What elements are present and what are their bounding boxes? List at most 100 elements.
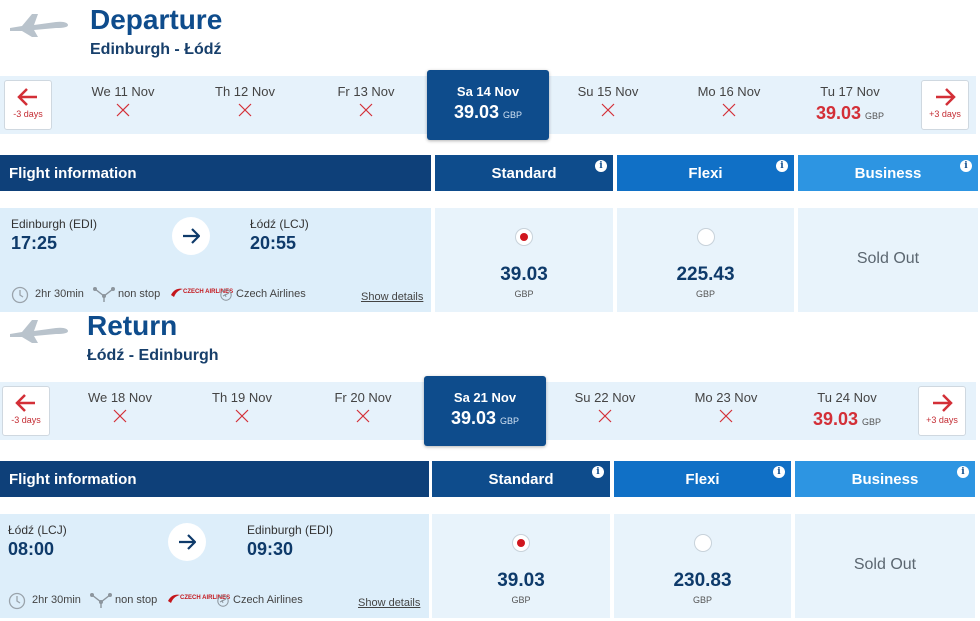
date-option[interactable]: Mo 16 Nov (674, 84, 784, 117)
info-icon[interactable]: i (773, 466, 785, 478)
date-option[interactable]: Fr 20 Nov (308, 390, 418, 423)
flexi-header-label: Flexi (688, 165, 723, 182)
prev-days-label: -3 days (13, 109, 43, 119)
standard-fare-radio[interactable] (512, 534, 530, 552)
standard-fare-cell[interactable]: 39.03 GBP (435, 208, 613, 312)
date-option[interactable]: We 11 Nov (68, 84, 178, 117)
date-currency: GBP (503, 110, 523, 120)
next-days-label: +3 days (929, 109, 961, 119)
business-fare-cell: Sold Out (798, 208, 978, 312)
unavailable-icon (116, 103, 130, 117)
standard-header: Standard i (435, 155, 613, 191)
prev-days-button[interactable]: -3 days (4, 80, 52, 130)
sold-out-label: Sold Out (853, 556, 917, 573)
business-header: Business i (798, 155, 978, 191)
destination-airport: Łódź (LCJ) (250, 217, 309, 231)
business-header-label: Business (851, 471, 919, 488)
fare-price: 39.03 (497, 570, 545, 591)
fare-currency: GBP (514, 289, 534, 299)
business-header: Business i (795, 461, 975, 497)
plane-small-icon (220, 289, 232, 301)
date-option[interactable]: We 18 Nov (65, 390, 175, 423)
date-option[interactable]: Th 19 Nov (187, 390, 297, 423)
info-icon[interactable]: i (592, 466, 604, 478)
standard-fare-radio[interactable] (515, 228, 533, 246)
flexi-header-label: Flexi (685, 471, 720, 488)
date-label: Fr 13 Nov (337, 84, 395, 99)
info-icon[interactable]: i (960, 160, 972, 172)
czech-airlines-logo-icon (168, 594, 180, 603)
arrow-left-icon (17, 88, 37, 106)
show-details-link[interactable]: Show details (361, 291, 424, 303)
section-title: Return (87, 310, 178, 341)
date-option-selected[interactable]: Sa 14 Nov 39.03 GBP (427, 70, 549, 140)
date-option[interactable]: Su 15 Nov (553, 84, 663, 117)
fare-currency: GBP (695, 289, 715, 299)
date-label: Th 12 Nov (215, 84, 275, 99)
date-selector: -3 days We 18 Nov Th 19 Nov Fr 20 Nov Sa… (0, 376, 976, 446)
date-label: Sa 14 Nov (456, 84, 520, 99)
departure-section: Departure Edinburgh - Łódź -3 days We 11… (0, 4, 978, 312)
show-details-link[interactable]: Show details (358, 597, 421, 609)
unavailable-icon (356, 409, 370, 423)
date-option[interactable]: Tu 24 Nov 39.03 GBP (792, 390, 902, 430)
date-label: Su 22 Nov (574, 390, 636, 405)
date-option[interactable]: Mo 23 Nov (671, 390, 781, 423)
date-price: 39.03 (450, 408, 497, 428)
direction-arrow (168, 523, 206, 561)
stops-label: non stop (118, 288, 161, 300)
standard-header: Standard i (432, 461, 610, 497)
date-option-selected[interactable]: Sa 21 Nov 39.03 GBP (424, 376, 546, 446)
date-option[interactable]: Su 22 Nov (550, 390, 660, 423)
date-option[interactable]: Th 12 Nov (190, 84, 300, 117)
flight-info-row: Łódź (LCJ) 08:00 Edinburgh (EDI) 09:30 2… (0, 514, 429, 618)
nonstop-icon (90, 593, 112, 608)
unavailable-icon (359, 103, 373, 117)
date-label: Mo 23 Nov (694, 390, 758, 405)
czech-airlines-logo-icon (171, 288, 183, 297)
return-section: Return Łódź - Edinburgh -3 days We 18 No… (0, 306, 980, 618)
next-days-button[interactable]: +3 days (921, 80, 969, 130)
date-price: 39.03 (453, 102, 500, 122)
fare-price: 225.43 (676, 264, 735, 285)
plane-small-icon (217, 595, 229, 607)
standard-header-label: Standard (491, 165, 557, 182)
unavailable-icon (722, 103, 736, 117)
flexi-fare-cell[interactable]: 225.43 GBP (617, 208, 794, 312)
unavailable-icon (238, 103, 252, 117)
flexi-fare-radio[interactable] (693, 534, 712, 552)
operator-name: Czech Airlines (236, 288, 306, 300)
flexi-fare-cell[interactable]: 230.83 GBP (614, 514, 791, 618)
next-days-button[interactable]: +3 days (918, 386, 966, 436)
arrival-time: 20:55 (250, 233, 297, 253)
flight-duration: 2hr 30min (32, 594, 81, 606)
arrival-time: 09:30 (247, 539, 294, 559)
standard-fare-cell[interactable]: 39.03 GBP (432, 514, 610, 618)
arrow-right-icon (179, 534, 196, 550)
nonstop-icon (93, 287, 115, 302)
unavailable-icon (235, 409, 249, 423)
fare-currency: GBP (692, 595, 712, 605)
flight-duration: 2hr 30min (35, 288, 84, 300)
info-icon[interactable]: i (595, 160, 607, 172)
clock-icon (8, 592, 26, 610)
flexi-fare-radio[interactable] (696, 228, 715, 246)
stops-label: non stop (115, 594, 158, 606)
info-icon[interactable]: i (957, 466, 969, 478)
date-label: Tu 24 Nov (817, 390, 877, 405)
prev-days-button[interactable]: -3 days (2, 386, 50, 436)
flight-info-header: Flight information (0, 461, 429, 497)
date-label: Th 19 Nov (212, 390, 272, 405)
fare-price: 39.03 (500, 264, 548, 285)
info-icon[interactable]: i (776, 160, 788, 172)
unavailable-icon (719, 409, 733, 423)
plane-departure-icon (10, 14, 68, 37)
fare-currency: GBP (511, 595, 531, 605)
date-option[interactable]: Fr 13 Nov (311, 84, 421, 117)
destination-airport: Edinburgh (EDI) (247, 523, 334, 537)
unavailable-icon (601, 103, 615, 117)
date-label: Su 15 Nov (577, 84, 639, 99)
business-header-label: Business (854, 165, 922, 182)
date-label: We 18 Nov (87, 390, 153, 405)
date-option[interactable]: Tu 17 Nov 39.03 GBP (795, 84, 905, 124)
